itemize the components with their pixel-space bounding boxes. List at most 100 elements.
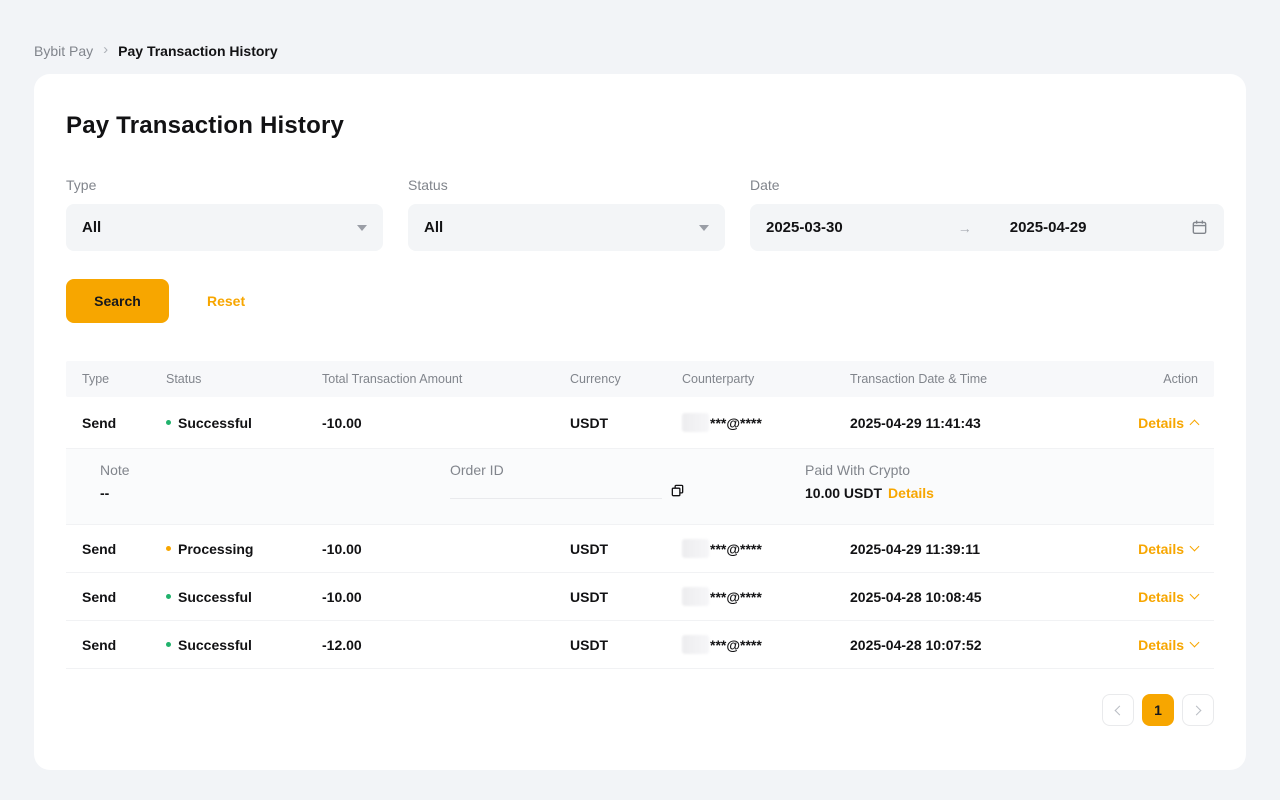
cell-counterparty: ***@**** <box>682 413 850 432</box>
cell-datetime: 2025-04-29 11:39:11 <box>850 540 980 557</box>
status-text: Processing <box>178 540 254 557</box>
paid-with-details-link[interactable]: Details <box>888 485 934 501</box>
details-label: Details <box>1138 414 1184 431</box>
row-detail-panel: Note -- Order ID <box>66 449 1214 525</box>
header-status: Status <box>166 372 202 386</box>
table-row: Send Processing -10.00 USDT ***@**** 202… <box>66 525 1214 573</box>
cell-currency: USDT <box>570 588 609 605</box>
cell-currency: USDT <box>570 540 609 557</box>
cell-counterparty: ***@**** <box>682 635 850 654</box>
order-id-redacted <box>450 495 662 499</box>
type-filter-group: Type All <box>66 177 383 251</box>
type-select[interactable]: All <box>66 204 383 251</box>
status-dot-icon <box>166 420 171 425</box>
chevron-left-icon <box>1114 705 1125 715</box>
arrow-right-icon: → <box>957 219 972 236</box>
date-start-value[interactable]: 2025-03-30 <box>766 219 843 236</box>
page-title: Pay Transaction History <box>66 112 345 139</box>
cell-amount: -10.00 <box>322 540 362 557</box>
header-amount: Total Transaction Amount <box>322 372 463 386</box>
header-action: Action <box>1163 372 1198 386</box>
note-block: Note -- <box>100 462 450 524</box>
search-button[interactable]: Search <box>66 279 169 323</box>
chevron-down-icon <box>1189 637 1200 648</box>
pagination-next-button[interactable] <box>1182 694 1214 726</box>
status-select-value: All <box>424 219 444 236</box>
cell-counterparty: ***@**** <box>682 587 850 606</box>
status-text: Successful <box>178 588 252 605</box>
note-label: Note <box>100 462 130 478</box>
pagination: 1 <box>66 694 1214 726</box>
date-range-picker[interactable]: 2025-03-30 → 2025-04-29 <box>750 204 1224 251</box>
redacted-blur <box>682 635 709 654</box>
transactions-table: Type Status Total Transaction Amount Cur… <box>66 361 1214 669</box>
table-row: Send Successful -10.00 USDT ***@**** 202… <box>66 397 1214 449</box>
status-text: Successful <box>178 414 252 431</box>
breadcrumb-bybit-pay[interactable]: Bybit Pay <box>34 42 94 59</box>
cell-datetime: 2025-04-28 10:07:52 <box>850 636 982 653</box>
cell-type: Send <box>82 588 117 605</box>
details-label: Details <box>1138 588 1184 605</box>
cell-type: Send <box>82 414 117 431</box>
filter-actions-row: Search Reset <box>66 279 1214 323</box>
status-badge: Successful <box>166 637 322 653</box>
details-toggle[interactable]: Details <box>1078 588 1200 605</box>
chevron-down-icon <box>1189 541 1200 552</box>
details-toggle[interactable]: Details <box>1078 636 1200 653</box>
breadcrumb: Bybit Pay › Pay Transaction History <box>0 0 1280 74</box>
header-type: Type <box>82 372 110 386</box>
details-toggle[interactable]: Details <box>1078 414 1200 431</box>
status-badge: Successful <box>166 589 322 605</box>
chevron-right-icon <box>1191 705 1202 715</box>
counterparty-masked: ***@**** <box>710 540 762 557</box>
redacted-blur <box>682 539 709 558</box>
status-badge: Successful <box>166 415 322 431</box>
details-label: Details <box>1138 636 1184 653</box>
status-filter-label: Status <box>408 177 448 193</box>
note-value: -- <box>100 485 110 501</box>
copy-icon[interactable] <box>670 483 685 498</box>
reset-button[interactable]: Reset <box>207 293 246 309</box>
pagination-page-1[interactable]: 1 <box>1142 694 1174 726</box>
details-label: Details <box>1138 540 1184 557</box>
order-id-label: Order ID <box>450 462 504 478</box>
order-id-value <box>450 483 805 499</box>
calendar-icon[interactable] <box>1191 219 1208 236</box>
chevron-down-icon <box>1189 589 1200 600</box>
details-toggle[interactable]: Details <box>1078 540 1200 557</box>
cell-currency: USDT <box>570 636 609 653</box>
cell-type: Send <box>82 540 117 557</box>
table-row: Send Successful -10.00 USDT ***@**** 202… <box>66 573 1214 621</box>
header-counterparty: Counterparty <box>682 372 755 386</box>
filters-bar: Type All Status All Date 2025-03-30 → 20… <box>66 177 1224 251</box>
cell-amount: -10.00 <box>322 414 362 431</box>
status-select[interactable]: All <box>408 204 725 251</box>
counterparty-masked: ***@**** <box>710 636 762 653</box>
paid-with-amount: 10.00 USDT <box>805 485 883 501</box>
cell-currency: USDT <box>570 414 609 431</box>
breadcrumb-current: Pay Transaction History <box>118 42 278 59</box>
date-filter-label: Date <box>750 177 780 193</box>
redacted-blur <box>682 413 709 432</box>
cell-amount: -10.00 <box>322 588 362 605</box>
status-dot-icon <box>166 546 171 551</box>
status-text: Successful <box>178 636 252 653</box>
date-end-value[interactable]: 2025-04-29 <box>1009 219 1087 236</box>
status-dot-icon <box>166 594 171 599</box>
paid-with-value-row: 10.00 USDT Details <box>805 485 1198 501</box>
order-id-block: Order ID <box>450 462 805 524</box>
table-row: Send Successful -12.00 USDT ***@**** 202… <box>66 621 1214 669</box>
date-filter-group: Date 2025-03-30 → 2025-04-29 <box>750 177 1224 251</box>
header-currency: Currency <box>570 372 621 386</box>
chevron-right-icon: › <box>103 41 109 58</box>
paid-with-crypto-block: Paid With Crypto 10.00 USDT Details <box>805 462 1198 524</box>
cell-amount: -12.00 <box>322 636 362 653</box>
status-filter-group: Status All <box>408 177 725 251</box>
paid-with-label: Paid With Crypto <box>805 462 911 478</box>
redacted-blur <box>682 587 709 606</box>
caret-down-icon <box>357 224 367 231</box>
pay-transaction-history-card: Pay Transaction History Type All Status … <box>34 74 1246 770</box>
status-dot-icon <box>166 642 171 647</box>
table-header-row: Type Status Total Transaction Amount Cur… <box>66 361 1214 397</box>
pagination-prev-button[interactable] <box>1102 694 1134 726</box>
